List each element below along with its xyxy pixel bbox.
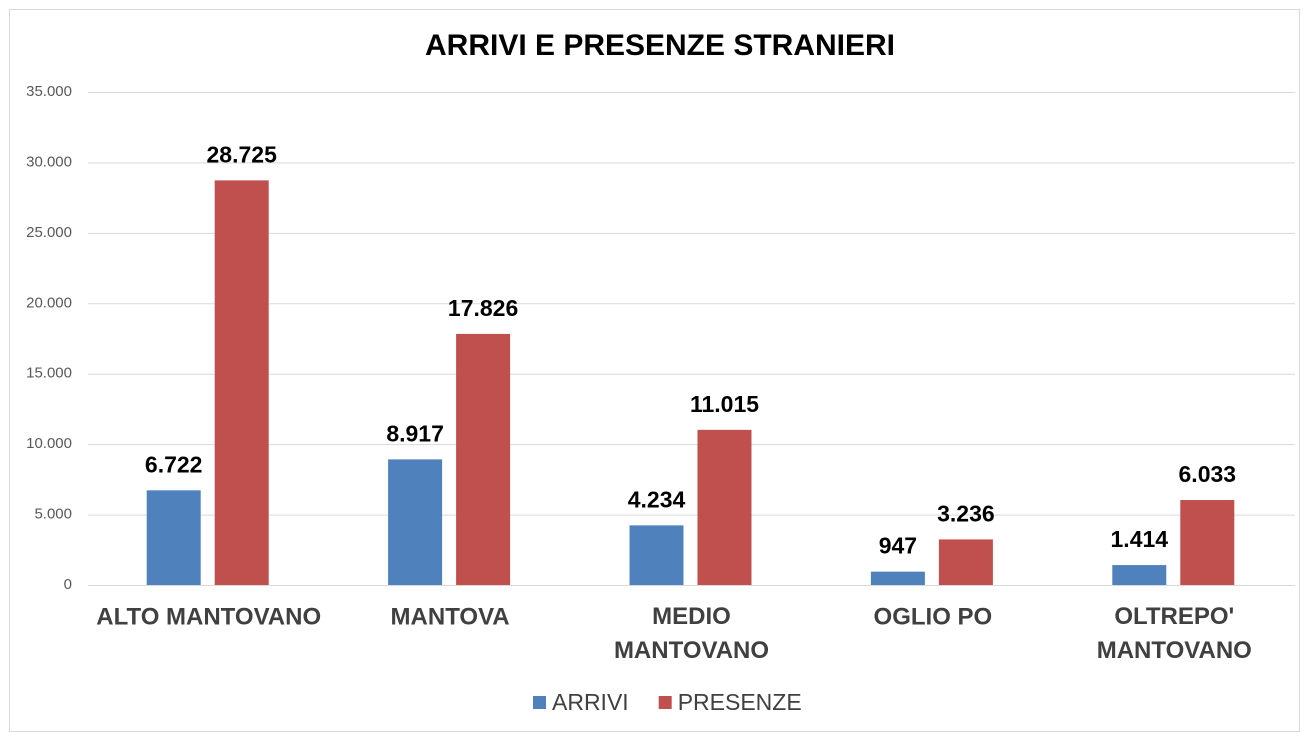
bar [214,180,269,585]
y-tick-label: 5.000 [34,506,72,523]
legend-label: PRESENZE [678,689,802,715]
value-label: 17.826 [448,295,518,321]
bar [146,490,201,585]
value-label: 8.917 [386,420,444,446]
y-tick-label: 30.000 [26,153,72,170]
legend-label: ARRIVI [552,689,629,715]
value-label: 947 [879,533,917,559]
bar [697,429,752,585]
value-label: 3.236 [937,500,995,526]
y-tick-label: 35.000 [26,83,72,100]
bar [1112,565,1167,585]
y-tick-label: 15.000 [26,365,72,382]
value-label: 1.414 [1111,526,1169,552]
x-tick-label: OLTREPO' MANTOVANO [1097,603,1252,664]
bar [629,525,684,585]
y-tick-label: 25.000 [26,224,72,241]
value-label: 6.722 [145,451,203,477]
value-label: 4.234 [628,486,686,512]
y-tick-label: 0 [64,576,72,593]
bar [870,571,925,585]
x-tick-label: MEDIO MANTOVANO [614,603,769,664]
chart-title: ARRIVI E PRESENZE STRANIERI [425,29,895,62]
y-tick-label: 10.000 [26,435,72,452]
bar [938,539,993,585]
legend-swatch [533,696,546,709]
value-label: 6.033 [1179,461,1237,487]
bar [1180,500,1235,585]
x-tick-label: MANTOVA [391,603,510,630]
value-label: 11.015 [690,391,759,417]
y-tick-label: 20.000 [26,294,72,311]
x-tick-label: ALTO MANTOVANO [96,603,321,630]
value-label: 28.725 [207,141,278,167]
bar [388,459,443,585]
legend-swatch [658,696,672,709]
x-tick-label: OGLIO PO [874,603,993,630]
bar [456,333,511,585]
